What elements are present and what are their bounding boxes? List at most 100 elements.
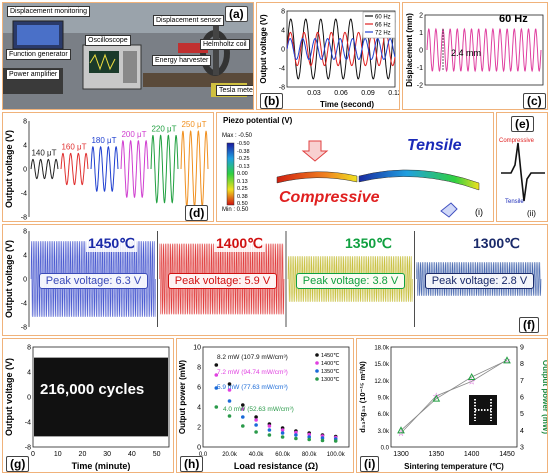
x-tick-label: 80.0k	[302, 452, 318, 458]
data-point	[214, 405, 219, 409]
series-line	[60, 152, 89, 186]
data-point	[254, 430, 258, 434]
y-tick-label: -2	[417, 83, 423, 90]
data-point	[241, 407, 245, 411]
y-tick-label: 4	[281, 28, 285, 35]
label-power-amplifier: Power amplifier	[6, 69, 61, 80]
temperature-label: 1400℃	[214, 235, 265, 252]
star-marker: ☆	[503, 355, 511, 365]
data-point	[227, 382, 232, 386]
series-line	[150, 134, 179, 204]
panel-label-d: (d)	[185, 205, 209, 221]
x-tick-label: 0.0	[199, 452, 208, 458]
colorbar-tick-label: 0.25	[237, 186, 248, 192]
amplitude-label: 2.4 mm	[451, 48, 482, 58]
series-label: 200 μT	[121, 130, 146, 139]
y-tick-label: -4	[21, 301, 27, 308]
cycles-label: 216,000 cycles	[40, 381, 145, 398]
series-label: 160 μT	[61, 142, 86, 151]
x-tick-label: 20	[79, 451, 87, 458]
y-tick-label: 0	[27, 395, 31, 402]
panel-label-g: (g)	[6, 456, 30, 472]
compressive-label: Compressive	[279, 189, 380, 206]
inset-led-pattern	[474, 399, 492, 421]
legend-label: 66 Hz	[375, 23, 391, 29]
y-axis-label: Output voltage (V)	[259, 14, 268, 84]
legend-marker	[315, 369, 319, 373]
y-tick-label: 9	[520, 345, 524, 352]
y-tick-label: 4	[520, 428, 524, 435]
legend-label: 72 Hz	[375, 31, 391, 37]
colorbar-tick-label: -0.13	[237, 163, 250, 170]
y-tick-label: 3	[520, 445, 524, 452]
y-tick-label: 0	[23, 277, 27, 284]
chart-d: -8 -4 0 4 8 140 μT 160 μT 180 μT 200 μT 220 μT 250…	[4, 119, 209, 221]
series-line	[90, 145, 119, 192]
panel-label-e: (e)	[511, 116, 534, 132]
data-point	[214, 363, 219, 367]
panel-c: -2 -1 0 1 2 Displacement (mm) 60 Hz 2.4 mm (c…	[402, 2, 548, 110]
y-tick-label: 8	[281, 9, 285, 16]
y-tick-label: 7	[520, 378, 524, 385]
panel-label-b: (b)	[260, 93, 284, 109]
peak-voltage-label: Peak voltage: 6.3 V	[39, 273, 148, 289]
panel-piezo: Piezo potential (V) Max : -0.50 Min : 0.…	[216, 112, 494, 222]
panel-e: (e) Compressive Tensile (ii)	[496, 112, 548, 222]
y-axis-label: Output voltage (V)	[4, 358, 14, 436]
data-point	[280, 435, 285, 439]
colorbar-tick-label: 0.38	[237, 193, 248, 200]
data-point	[214, 386, 219, 390]
data-point	[227, 399, 232, 403]
label-oscilloscope: Oscilloscope	[85, 35, 131, 46]
y-tick-label: -8	[21, 325, 27, 332]
beam-compressive	[276, 171, 358, 184]
frequency-label: 60 Hz	[499, 13, 528, 25]
y-tick-label: 6	[197, 385, 201, 392]
panel-label-c: (c)	[523, 93, 546, 109]
y-tick-label: 4	[23, 253, 27, 260]
power-annotation: 8.2 mW (107.9 mW/cm³)	[217, 354, 288, 361]
chart-b: -8 -4 0 4 8 0.03 0.06 0.09 0.12 Time (second) Outp…	[259, 9, 399, 110]
data-point	[254, 418, 258, 422]
series-label: 180 μT	[91, 136, 116, 145]
y-tick-label: 0	[197, 445, 201, 452]
x-tick-label: 40.0k	[249, 452, 265, 458]
panel-label-a: (a)	[225, 6, 248, 22]
panel-b: -8 -4 0 4 8 0.03 0.06 0.09 0.12 Time (second) Outp…	[256, 2, 400, 110]
x-tick-label: 30	[103, 451, 111, 458]
peak-voltage-label: Peak voltage: 2.8 V	[425, 273, 534, 289]
plot-frame	[202, 346, 350, 448]
series-label: 140 μT	[31, 148, 56, 157]
data-point	[227, 414, 232, 418]
y-axis-label: Output power (mW)	[178, 360, 187, 435]
colorbar	[226, 142, 235, 206]
legend-marker	[315, 377, 319, 381]
series-band	[34, 357, 168, 437]
panel-a: Displacement monitoring Displacement sen…	[2, 2, 254, 110]
series-line	[426, 27, 542, 73]
series-line	[400, 359, 508, 431]
y-tick-label: 1	[419, 30, 423, 37]
y-axis-label-left: d₃₃×g₃₃ (10⁻¹⁵ m²/N)	[358, 361, 367, 433]
power-annotation: 4.0 mW (52.63 mW/cm³)	[223, 406, 294, 413]
y-tick-label: 8	[23, 119, 27, 126]
data-point	[320, 436, 325, 440]
x-tick-label: 10	[54, 451, 62, 458]
x-tick-label: 0	[31, 451, 35, 458]
plot-frame	[390, 346, 518, 448]
triangle-marker	[432, 394, 441, 402]
y-tick-label: 8	[197, 365, 201, 372]
colorbar-tick-label: 0.13	[237, 178, 248, 185]
chart-i: 0.03.0k6.0k9.0k12.0k15.0k18.0k3456789☆☆☆…	[358, 345, 547, 472]
peak-voltage-label: Peak voltage: 3.8 V	[296, 273, 405, 289]
triangle-marker	[503, 356, 511, 364]
panel-i: 0.0 3.0k 6.0k 9.0k 12.0k 15.0k 18.0k 3 4 5 6 7 8 9 ☆ ☆ ☆…	[356, 338, 548, 473]
y-tick-label: 5	[520, 411, 524, 418]
piezo-max-label: Max : -0.50	[222, 133, 253, 139]
series-line	[120, 139, 149, 199]
e-compressive: Compressive	[499, 138, 535, 144]
series-line	[286, 38, 396, 60]
triangle-marker	[397, 426, 405, 434]
x-axis-label: Sintering temperature (℃)	[404, 462, 504, 471]
label-displacement-monitoring: Displacement monitoring	[7, 6, 91, 17]
